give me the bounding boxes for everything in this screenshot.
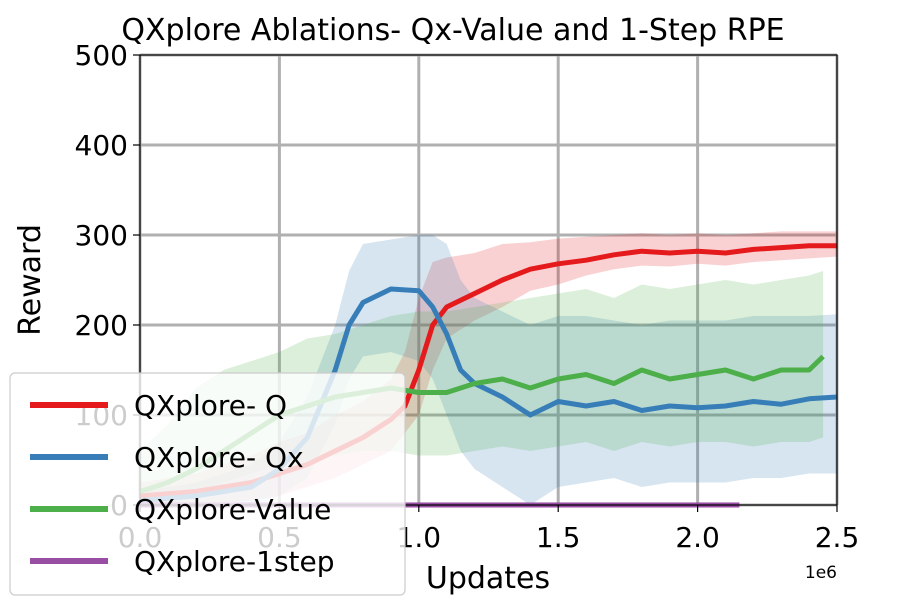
chart-title: QXplore Ablations- Qx-Value and 1-Step R…: [121, 13, 784, 48]
y-tick-label: 300: [75, 219, 128, 252]
legend-label: QXplore- Q: [134, 389, 287, 422]
y-axis-label: Reward: [13, 224, 48, 336]
y-tick-label: 200: [75, 309, 128, 342]
legend-label: QXplore-1step: [134, 545, 335, 578]
x-tick-label: 2.5: [815, 521, 860, 554]
legend-label: QXplore-Value: [134, 493, 331, 526]
legend: QXplore- Q QXplore- Qx QXplore-Value QXplor…: [9, 372, 406, 596]
x-tick-label: 1.5: [536, 521, 581, 554]
plot-frame: [139, 54, 838, 506]
legend-label: QXplore- Qx: [134, 441, 304, 474]
y-tick-label: 400: [75, 129, 128, 162]
x-tick-label: 2.0: [675, 521, 720, 554]
x-axis-label: Updates: [426, 561, 550, 596]
legend-box: [9, 372, 406, 596]
x-scale-label: 1e6: [805, 563, 837, 583]
y-tick-label: 500: [75, 39, 128, 72]
